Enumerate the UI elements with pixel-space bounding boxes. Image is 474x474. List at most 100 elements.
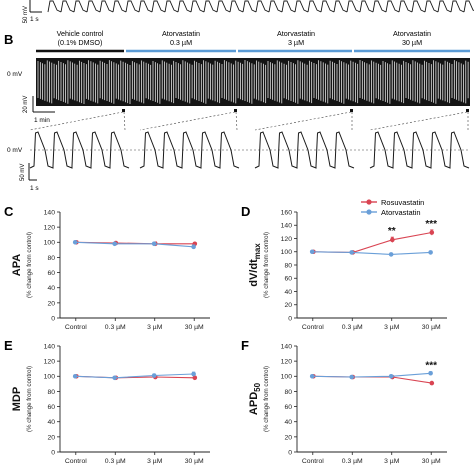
panel-letter-c: C	[4, 204, 14, 219]
chart-f-y-tick-label: 0	[288, 449, 292, 456]
chart-d-rosuvastatin-point	[429, 230, 435, 235]
chart-d-y-tick-label: 100	[281, 249, 293, 256]
chart-e-rosuvastatin-point	[192, 375, 198, 381]
chart-e-atorvastatin-point	[151, 373, 157, 378]
chart-d-y-sublabel: (% change from control)	[263, 232, 270, 298]
condition-label-atorva-03-1: Atorvastatin	[162, 29, 200, 38]
panel-a-fragment: 50 mV 1 s	[23, 0, 474, 23]
chart-d-rosuvastatin-line	[313, 231, 432, 253]
condition-label-atorva-3-2: 3 µM	[288, 38, 304, 47]
chart-f-x-tick-label: 0.3 µM	[342, 458, 363, 465]
chart-f-y-tick-label: 120	[281, 359, 293, 366]
chart-d-y-tick-label: 160	[281, 209, 293, 216]
chart-f-significance-marker: ***	[425, 361, 437, 372]
panel-a-trace	[47, 0, 474, 13]
condition-label-atorva-30-2: 30 µM	[402, 38, 422, 47]
chart-e-x-tick-label: Control	[65, 458, 87, 465]
condition-label-control-2: (0.1% DMSO)	[58, 38, 103, 47]
chart-f-atorvastatin-point	[309, 373, 315, 379]
chart-d-significance-marker: **	[388, 226, 396, 237]
chart-c-atorvastatin-point	[191, 244, 196, 250]
chart-f-x-tick-label: 30 µM	[422, 458, 441, 465]
chart-f-atorvastatin-point	[428, 370, 433, 376]
zoom-trace-atorva-3	[254, 131, 355, 169]
zoom-trace-atorva-30	[369, 131, 470, 169]
panel-letter-e: E	[4, 338, 13, 353]
chart-f-y-sublabel: (% change from control)	[263, 366, 270, 432]
chart-d-y-label-subscript: max	[253, 243, 262, 260]
chart-d-atorvastatin-point	[349, 250, 354, 255]
chart-e-y-tick-label: 100	[44, 374, 56, 381]
chart-d-y-tick-label: 0	[288, 315, 292, 322]
legend-rosuvastatin-marker	[366, 199, 372, 205]
zoom-zero-mv-label: 0 mV	[7, 147, 23, 154]
chart-c-y-tick-label: 100	[44, 240, 56, 247]
b-time-scale-label: 1 min	[34, 117, 50, 124]
condition-label-atorva-03-2: 0.3 µM	[170, 38, 192, 47]
chart-d-rosuvastatin-point	[390, 237, 395, 243]
chart-d-y-label: dV/dtmax	[248, 243, 262, 287]
chart-c-y-tick-label: 40	[47, 285, 55, 292]
chart-f-y-tick-label: 140	[281, 343, 293, 350]
panel-letter-f: F	[241, 338, 249, 353]
chart-f-y-tick-label: 60	[284, 404, 292, 411]
chart-d-x-tick-label: 3 µM	[384, 324, 400, 331]
chart-d-significance-marker: ***	[425, 219, 437, 230]
chart-d-dvdt: 0 20 40 60 80 100 120 140 160 Control 0.3 µM 3 µM 30…	[248, 209, 447, 331]
chart-f-atorvastatin-line	[312, 372, 431, 378]
chart-c-y-label: APA	[11, 254, 23, 276]
chart-f-atorvastatin-point	[349, 374, 354, 380]
chart-d-atorvastatin-point	[388, 252, 394, 257]
chart-c-y-tick-label: 20	[47, 300, 55, 307]
chart-d-x-tick-label: 0.3 µM	[342, 324, 363, 331]
zoom-trace-atorva-03	[139, 131, 240, 169]
chart-d-y-tick-label: 140	[281, 223, 293, 230]
chart-f-apd50: 0 20 40 60 80 100 120 140 Control 0.3 µM 3 µM 30 µM…	[248, 343, 447, 465]
chart-f-y-label-subscript: 50	[253, 382, 262, 391]
chart-f-atorvastatin-point	[388, 373, 394, 379]
chart-c-atorvastatin-point	[112, 241, 117, 247]
chart-c-x-tick-label: 0.3 µM	[105, 324, 126, 331]
chart-d-x-tick-label: Control	[302, 324, 324, 331]
chart-c-atorvastatin-point	[151, 241, 157, 247]
panel-letter-d: D	[241, 204, 250, 219]
zoom-marker-control	[122, 109, 125, 112]
chart-d-y-tick-label: 80	[284, 262, 292, 269]
chart-e-y-tick-label: 60	[47, 404, 55, 411]
chart-e-x-tick-label: 0.3 µM	[105, 458, 126, 465]
chart-f-y-tick-label: 100	[281, 374, 293, 381]
zoom-connector-lines	[29, 111, 469, 131]
chart-c-atorvastatin-point	[72, 239, 78, 245]
chart-f-x-tick-label: 3 µM	[384, 458, 400, 465]
chart-f-y-tick-label: 20	[284, 434, 292, 441]
chart-e-atorvastatin-line	[75, 373, 194, 379]
b-scale-label: 20 mV	[23, 96, 29, 113]
chart-d-atorvastatin-point	[428, 250, 433, 255]
chart-e-y-tick-label: 20	[47, 434, 55, 441]
chart-c-y-tick-label: 80	[47, 255, 55, 262]
chart-e-mdp: 0 20 40 60 80 100 120 140 Control 0.3 µM 3 µM 30 µM…	[11, 343, 210, 465]
chart-e-y-sublabel: (% change from control)	[26, 366, 33, 432]
legend-atorvastatin-marker	[366, 209, 372, 215]
chart-c-x-tick-label: Control	[65, 324, 87, 331]
continuous-recording-trace	[36, 58, 470, 106]
chart-e-y-tick-label: 120	[44, 359, 56, 366]
chart-d-x-tick-label: 30 µM	[422, 324, 441, 331]
panel-letter-b: B	[4, 32, 13, 47]
chart-c-atorvastatin-line	[75, 241, 194, 248]
chart-f-y-tick-label: 40	[284, 419, 292, 426]
legend-atorvastatin-label: Atorvastatin	[381, 208, 421, 217]
legend-rosuvastatin-label: Rosuvastatin	[381, 198, 424, 207]
chart-c-apa: 0 20 40 60 80 100 120 140 Control 0.3 µM 3 µM 30 µM…	[11, 209, 210, 331]
panel-a-scale-label: 50 mV	[23, 6, 29, 23]
chart-d-y-tick-label: 20	[284, 302, 292, 309]
zoom-trace-control	[29, 131, 130, 169]
chart-e-atorvastatin-point	[191, 371, 196, 377]
zoom-marker-atorva-3	[350, 109, 353, 112]
chart-c-y-tick-label: 140	[44, 209, 56, 216]
chart-c-x-tick-label: 3 µM	[147, 324, 163, 331]
chart-d-atorvastatin-line	[312, 251, 431, 255]
chart-e-y-tick-label: 40	[47, 419, 55, 426]
chart-f-rosuvastatin-point	[429, 380, 435, 386]
